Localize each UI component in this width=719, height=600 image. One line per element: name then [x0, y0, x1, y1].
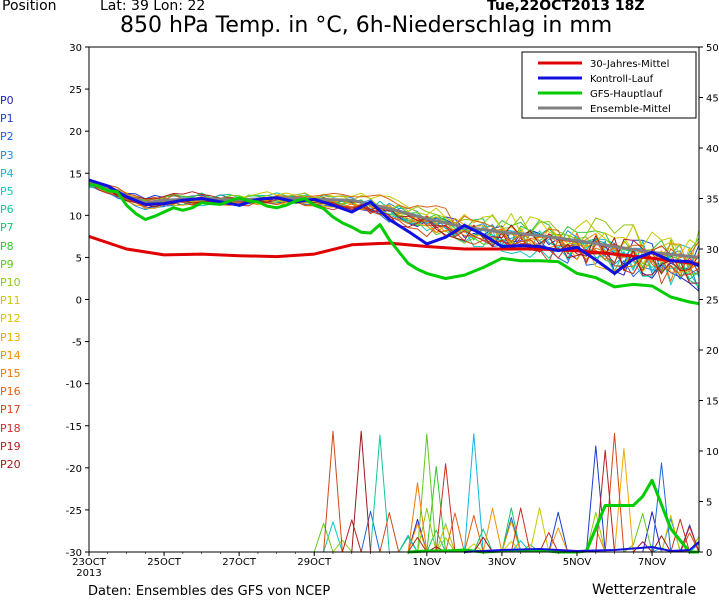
member-label-p17: P17 [0, 403, 21, 417]
ensemble-member-precip-lines [313, 430, 700, 553]
series-line-control [88, 178, 700, 275]
y-right-tick-label: 0 [706, 548, 712, 559]
chart-axes: 302520151050-5-10-15-20-25-3050454035302… [66, 43, 719, 579]
x-tick-label: 23OCT [72, 557, 107, 568]
y-right-tick-label: 5 [706, 498, 712, 509]
series-line-mean30 [88, 234, 700, 266]
member-label-p6: P6 [0, 203, 14, 217]
member-label-p19: P19 [0, 439, 21, 453]
member-label-p0: P0 [0, 94, 14, 107]
member-label-p10: P10 [0, 276, 21, 289]
x-tick-sublabel: 2013 [76, 568, 101, 579]
member-label-p20: P20 [0, 458, 21, 471]
member-label-p2: P2 [0, 130, 14, 144]
precip-line-control [464, 541, 700, 553]
y-left-tick-label: -30 [66, 548, 82, 559]
y-left-tick-label: -20 [66, 464, 82, 475]
chart-title: 850 hPa Temp. in °C, 6h-Niederschlag in … [120, 13, 613, 38]
member-label-p12: P12 [0, 312, 21, 326]
member-label-p1: P1 [0, 112, 14, 126]
header-latlon: Lat: 39 Lon: 22 [100, 0, 206, 14]
member-label-p4: P4 [0, 166, 14, 180]
y-left-tick-label: 20 [69, 127, 82, 138]
chart-legend: 30-Jahres-Mittel Kontroll-Lauf GFS-Hauptla… [521, 51, 697, 119]
data-source-note: Daten: Ensembles des GFS von NCEP [88, 584, 331, 599]
member-label-p11: P11 [0, 294, 21, 308]
member-label-p5: P5 [0, 185, 14, 198]
header-position-label: Position [2, 0, 57, 14]
y-left-tick-label: -15 [66, 422, 82, 433]
y-left-tick-label: 0 [76, 296, 82, 307]
legend-label-mean30: 30-Jahres-Mittel [590, 59, 669, 70]
member-temp-line [88, 179, 700, 284]
y-left-tick-label: 10 [69, 211, 82, 222]
x-tick-label: 1NOV [413, 557, 442, 568]
x-tick-label: 27OCT [222, 557, 257, 568]
y-right-tick-label: 30 [706, 245, 719, 256]
ensemble-member-temperature-lines [88, 179, 700, 292]
member-label-p8: P8 [0, 239, 14, 253]
x-tick-label: 5NOV [563, 557, 592, 568]
series-line-ensmean [88, 181, 700, 259]
legend-label-control: Kontroll-Lauf [590, 74, 654, 85]
x-tick-label: 7NOV [638, 557, 667, 568]
y-left-tick-label: 30 [69, 43, 82, 54]
y-left-tick-label: 15 [69, 169, 82, 180]
y-right-tick-label: 45 [706, 94, 719, 105]
y-right-tick-label: 15 [706, 397, 719, 408]
member-label-p9: P9 [0, 257, 14, 271]
member-label-p16: P16 [0, 385, 21, 399]
y-left-tick-label: 5 [76, 253, 82, 264]
member-label-p7: P7 [0, 221, 14, 235]
x-tick-label: 25OCT [147, 557, 182, 568]
member-label-p13: P13 [0, 330, 21, 344]
y-left-tick-label: -25 [66, 506, 82, 517]
main-series-lines [88, 178, 700, 554]
y-right-tick-label: 50 [706, 43, 719, 54]
series-line-gfs [88, 182, 700, 306]
y-left-tick-label: -10 [66, 380, 82, 391]
x-tick-label: 3NOV [488, 557, 517, 568]
y-left-tick-label: -5 [72, 338, 82, 349]
brand-label: Wetterzentrale [592, 582, 697, 598]
y-left-tick-label: 25 [69, 85, 82, 96]
member-label-p14: P14 [0, 348, 21, 362]
member-label-p3: P3 [0, 148, 14, 162]
member-temp-line [88, 179, 700, 280]
y-right-tick-label: 25 [706, 296, 719, 307]
member-label-p15: P15 [0, 367, 21, 380]
x-tick-label: 29OCT [297, 557, 332, 568]
member-label-p18: P18 [0, 421, 21, 435]
legend-label-gfs: GFS-Hauptlauf [590, 89, 663, 100]
header-date: Tue,22OCT2013 18Z [487, 0, 645, 14]
y-right-tick-label: 35 [706, 195, 719, 206]
y-right-tick-label: 40 [706, 144, 719, 155]
y-right-tick-label: 20 [706, 346, 719, 357]
member-temp-line [88, 185, 700, 287]
legend-label-ensmean: Ensemble-Mittel [590, 104, 671, 115]
y-right-tick-label: 10 [706, 447, 719, 458]
